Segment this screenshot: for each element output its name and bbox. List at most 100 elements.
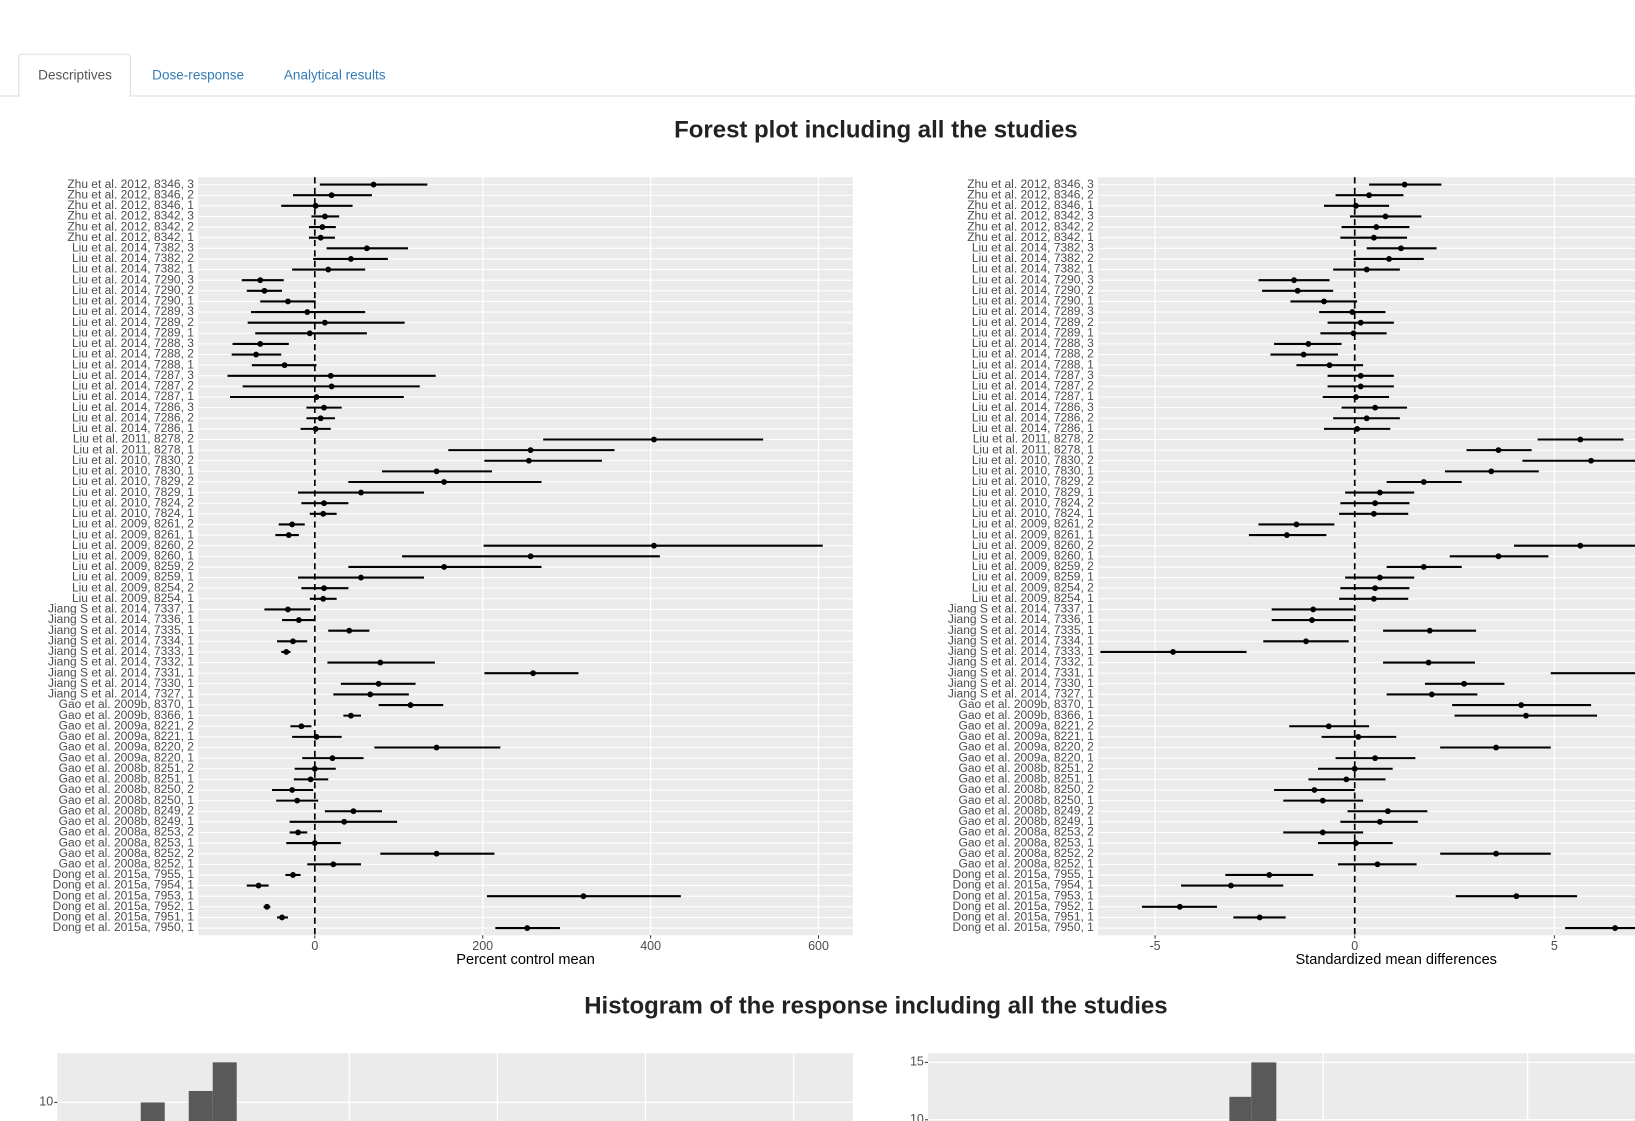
point-estimate — [1311, 787, 1318, 793]
study-label: Liu et al. 2009, 8260, 1 — [972, 549, 1094, 563]
point-estimate — [1355, 733, 1362, 740]
study-label: Liu et al. 2014, 7289, 2 — [72, 315, 194, 329]
histogram-bar — [1251, 1062, 1277, 1121]
study-label: Liu et al. 2014, 7382, 2 — [972, 251, 1094, 265]
point-estimate — [304, 309, 311, 315]
study-label: Liu et al. 2009, 8261, 1 — [972, 527, 1094, 541]
study-label: Liu et al. 2009, 8259, 2 — [972, 559, 1094, 573]
tab-label[interactable]: Dose-response — [152, 68, 244, 83]
study-label: Liu et al. 2009, 8260, 1 — [72, 549, 194, 563]
point-estimate — [407, 702, 414, 708]
study-label: Gao et al. 2008a, 8253, 2 — [59, 825, 195, 839]
study-label: Liu et al. 2010, 7830, 1 — [972, 464, 1094, 478]
study-label: Zhu et al. 2012, 8342, 3 — [967, 209, 1094, 223]
study-label: Liu et al. 2011, 8278, 1 — [73, 442, 194, 456]
point-estimate — [295, 617, 302, 623]
study-label: Gao et al. 2008b, 8251, 2 — [59, 761, 195, 775]
point-estimate — [347, 256, 354, 262]
point-estimate — [341, 818, 348, 825]
point-estimate — [1488, 468, 1495, 475]
point-estimate — [1363, 266, 1370, 273]
study-label: Liu et al. 2014, 7287, 2 — [72, 379, 194, 393]
point-estimate — [1354, 425, 1361, 432]
point-estimate — [253, 351, 259, 358]
study-label: Zhu et al. 2012, 8342, 2 — [967, 219, 1094, 233]
point-estimate — [370, 181, 377, 188]
point-estimate — [1294, 287, 1301, 294]
study-label: Liu et al. 2010, 7824, 1 — [972, 506, 1094, 520]
point-estimate — [1461, 680, 1468, 687]
point-estimate — [1513, 893, 1520, 900]
study-label: Liu et al. 2014, 7290, 3 — [972, 272, 1094, 286]
point-estimate — [527, 447, 534, 454]
point-estimate — [1326, 362, 1333, 369]
point-estimate — [1357, 383, 1364, 390]
study-label: Gao et al. 2009a, 8221, 1 — [959, 729, 1095, 743]
tab-label[interactable]: Descriptives — [38, 68, 112, 83]
study-label: Liu et al. 2011, 8278, 2 — [973, 432, 1094, 446]
study-label: Gao et al. 2008b, 8249, 1 — [959, 814, 1095, 828]
point-estimate — [1319, 797, 1326, 804]
point-estimate — [285, 298, 291, 305]
study-label: Liu et al. 2009, 8261, 2 — [72, 517, 194, 531]
point-estimate — [580, 893, 587, 900]
y-tick-label: 10 — [910, 1112, 924, 1121]
tab-label[interactable]: Analytical results — [284, 68, 386, 83]
study-label: Gao et al. 2008a, 8253, 2 — [959, 825, 1095, 839]
histogram-bar — [140, 1102, 165, 1121]
study-label: Zhu et al. 2012, 8342, 3 — [67, 209, 194, 223]
study-label: Gao et al. 2008b, 8250, 1 — [59, 793, 195, 807]
study-label: Dong et al. 2015a, 7952, 1 — [953, 899, 1095, 913]
point-estimate — [1370, 510, 1377, 517]
study-label: Liu et al. 2014, 7288, 2 — [972, 347, 1094, 361]
study-label: Liu et al. 2009, 8259, 1 — [972, 570, 1094, 584]
study-label: Gao et al. 2009a, 8220, 2 — [959, 740, 1095, 754]
point-estimate — [1420, 479, 1427, 485]
point-estimate — [1370, 234, 1377, 241]
point-estimate — [1398, 245, 1404, 252]
x-tick-label: 200 — [472, 939, 493, 953]
point-estimate — [433, 850, 440, 857]
study-label: Dong et al. 2015a, 7954, 1 — [53, 878, 195, 892]
point-estimate — [1384, 808, 1391, 815]
point-estimate — [290, 872, 296, 878]
study-label: Zhu et al. 2012, 8342, 1 — [67, 230, 194, 244]
study-label: Liu et al. 2014, 7290, 3 — [72, 272, 194, 286]
point-estimate — [1376, 574, 1383, 581]
point-estimate — [1577, 542, 1584, 549]
point-estimate — [1343, 776, 1350, 783]
study-label: Liu et al. 2009, 8260, 2 — [72, 538, 194, 552]
point-estimate — [320, 510, 327, 517]
study-label: Zhu et al. 2012, 8346, 1 — [67, 198, 194, 212]
point-estimate — [1428, 691, 1435, 698]
point-estimate — [1325, 723, 1332, 730]
point-estimate — [441, 479, 448, 485]
study-label: Gao et al. 2009a, 8221, 2 — [959, 718, 1095, 732]
point-estimate — [1493, 744, 1499, 751]
study-label: Jiang S et al. 2014, 7333, 1 — [948, 644, 1094, 658]
point-estimate — [1588, 457, 1595, 464]
study-label: Liu et al. 2010, 7830, 2 — [72, 453, 194, 467]
point-estimate — [327, 372, 334, 379]
point-estimate — [311, 765, 318, 772]
x-tick-label: 5 — [1551, 939, 1558, 953]
point-estimate — [1366, 192, 1373, 199]
point-estimate — [1266, 872, 1273, 878]
study-label: Liu et al. 2014, 7288, 1 — [972, 357, 1094, 371]
point-estimate — [1309, 617, 1315, 623]
study-label: Liu et al. 2009, 8261, 1 — [72, 527, 194, 541]
active-tab[interactable] — [18, 53, 131, 97]
point-estimate — [264, 903, 270, 910]
point-estimate — [358, 489, 364, 496]
study-label: Liu et al. 2010, 7830, 2 — [972, 453, 1094, 467]
point-estimate — [320, 595, 327, 602]
study-label: Dong et al. 2015a, 7954, 1 — [953, 878, 1095, 892]
point-estimate — [367, 691, 374, 698]
study-label: Gao et al. 2008b, 8249, 2 — [959, 803, 1095, 817]
study-label: Liu et al. 2014, 7290, 1 — [72, 294, 194, 308]
point-estimate — [1310, 606, 1317, 613]
point-estimate — [325, 266, 332, 273]
x-tick-label: -5 — [1150, 939, 1161, 953]
study-label: Jiang S et al. 2014, 7331, 1 — [48, 665, 194, 679]
